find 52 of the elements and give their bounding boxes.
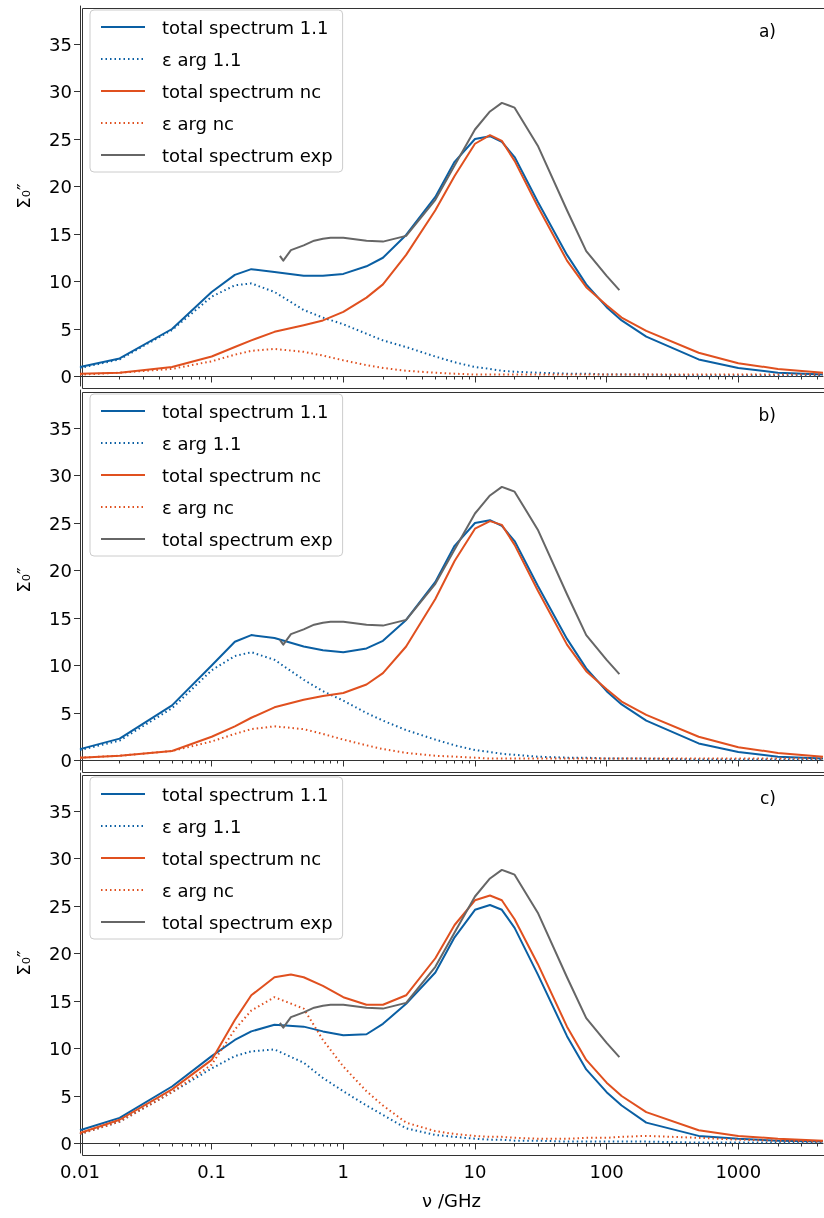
y-tick-label: 25 [49,128,72,150]
y-tick-label: 30 [49,81,72,102]
legend-label: total spectrum nc [162,464,322,486]
legend-label: ε arg 1.1 [162,48,242,70]
legend-label: total spectrum 1.1 [162,783,329,805]
x-tick-label: 1000 [715,1160,762,1182]
y-tick-label: 25 [49,895,72,917]
y-tick-label: 0 [60,1133,72,1154]
legend-label: total spectrum exp [162,528,333,550]
legend-label: ε arg nc [162,112,235,134]
x-tick-label: 1 [337,1160,350,1182]
legend-label: total spectrum nc [162,80,322,102]
y-tick-label: 10 [49,271,72,292]
y-tick-label: 35 [49,417,72,439]
annotation: c) [760,787,777,808]
x-tick-label: 100 [589,1160,624,1182]
legend-label: total spectrum 1.1 [162,400,329,422]
legend-label: ε arg nc [162,496,235,518]
x-tick-label: 0.1 [197,1160,226,1182]
annotation: b) [758,404,777,425]
y-tick-label: 0 [60,366,72,387]
y-tick-label: 5 [60,318,72,340]
y-tick-label: 5 [60,1085,72,1107]
y-tick-label: 15 [49,990,72,1012]
y-tick-label: 15 [49,223,72,245]
y-tick-label: 0 [60,750,72,771]
x-axis-title: ν /GHz [422,1189,481,1211]
y-tick-label: 35 [49,800,72,822]
y-tick-label: 15 [49,607,72,629]
y-axis-title: Σ₀″ [12,183,34,209]
y-axis-title: Σ₀″ [12,950,34,976]
legend-label: ε arg 1.1 [162,432,242,454]
annotation: a) [758,20,777,41]
y-tick-label: 5 [60,702,72,724]
y-tick-label: 20 [49,560,72,581]
y-axis-title: Σ₀″ [12,567,34,593]
legend-label: total spectrum exp [162,144,333,166]
x-tick-label: 0.01 [59,1160,101,1182]
y-tick-label: 20 [49,943,72,964]
legend-label: total spectrum exp [162,911,333,933]
x-tick-label: 10 [463,1160,487,1182]
y-tick-label: 35 [49,33,72,55]
legend-label: ε arg 1.1 [162,815,242,837]
y-tick-label: 25 [49,512,72,534]
y-tick-label: 10 [49,1038,72,1059]
y-tick-label: 10 [49,655,72,676]
legend-label: total spectrum nc [162,847,322,869]
y-tick-label: 30 [49,848,72,869]
legend-label: total spectrum 1.1 [162,16,329,38]
y-tick-label: 30 [49,465,72,486]
legend-label: ε arg nc [162,879,235,901]
y-tick-label: 20 [49,176,72,197]
